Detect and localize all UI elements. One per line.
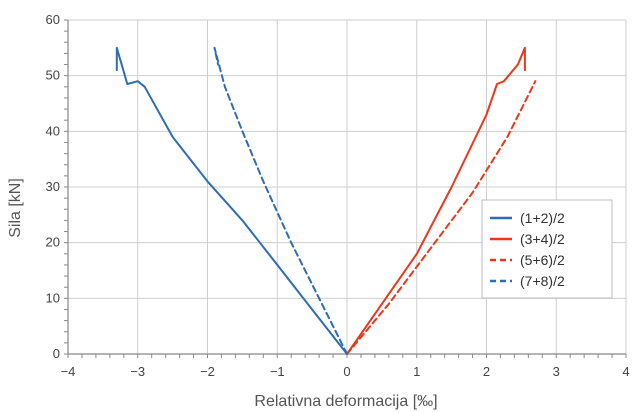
plot-series	[115, 46, 537, 355]
x-axis-title: Relativna deformacija [‰]	[254, 393, 437, 410]
y-tick-label: 50	[46, 68, 60, 83]
series-line-2	[346, 46, 526, 355]
legend-label-2: (3+4)/2	[520, 231, 565, 247]
legend: (1+2)/2 (3+4)/2 (5+6)/2 (7+8)/2	[481, 199, 613, 299]
y-tick-label: 40	[46, 123, 60, 138]
x-tick-label: −1	[270, 364, 285, 379]
legend-label-3: (5+6)/2	[520, 252, 565, 268]
x-tick-label: 3	[553, 364, 560, 379]
series-line-3	[346, 80, 537, 355]
y-tick-label: 20	[46, 235, 60, 250]
y-tick-label: 0	[53, 346, 60, 361]
x-tick-label: 4	[622, 364, 629, 379]
series-line-1	[115, 46, 348, 355]
x-tick-label: 1	[413, 364, 420, 379]
x-tick-label: 0	[343, 364, 350, 379]
series-line-4	[213, 46, 348, 355]
x-tick-label: −3	[130, 364, 145, 379]
y-tick-label: 60	[46, 12, 60, 27]
x-tick-label: −4	[61, 364, 76, 379]
x-tick-label: −2	[200, 364, 215, 379]
legend-label-1: (1+2)/2	[520, 210, 565, 226]
y-tick-label: 30	[46, 179, 60, 194]
legend-label-4: (7+8)/2	[520, 273, 565, 289]
y-tick-label: 10	[46, 290, 60, 305]
grid	[67, 19, 627, 355]
x-tick-label: 2	[483, 364, 490, 379]
y-axis-title: Sila [kN]	[7, 178, 24, 238]
